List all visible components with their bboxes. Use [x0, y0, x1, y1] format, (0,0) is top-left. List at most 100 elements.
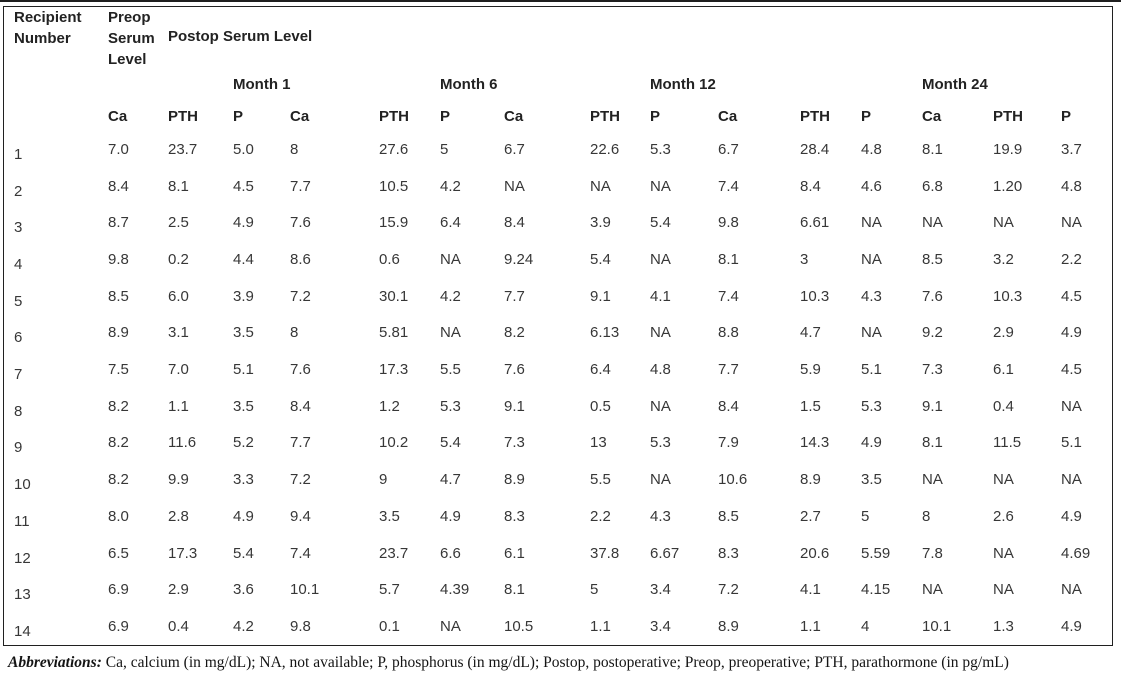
- cell-value: 6.6: [440, 544, 461, 562]
- recipient-number: 2: [14, 182, 23, 200]
- cell-value: 7.6: [290, 214, 311, 232]
- cell-value: 19.9: [993, 140, 1023, 158]
- table-row: 12 6.5 17.3 5.4 7.4 23.7 6.6 6.1 37.8 6.67 8.3 20.6…: [4, 535, 1115, 572]
- cell-value: 37.8: [590, 544, 620, 562]
- cell-value: 7.2: [290, 471, 311, 489]
- cell-value: 8.2: [108, 434, 129, 452]
- serum-levels-table: Recipient Number Preop Serum Level Posto…: [4, 7, 1115, 645]
- cell-value: 5: [861, 507, 870, 525]
- cell-value: 5: [440, 140, 449, 158]
- cell-value: 6.7: [504, 140, 525, 158]
- cell-value: 1.3: [993, 618, 1014, 636]
- recipient-number-header: Recipient Number: [14, 9, 82, 47]
- cell-value: 5.3: [440, 397, 461, 415]
- cell-value: 8.3: [504, 507, 525, 525]
- cell-value: 5.0: [233, 140, 254, 158]
- cell-value: 9.8: [290, 618, 311, 636]
- cell-value: 6.5: [108, 544, 129, 562]
- cell-value: 7.8: [922, 544, 943, 562]
- cell-value: 4.5: [1061, 287, 1082, 305]
- recipient-number: 14: [14, 623, 31, 641]
- top-rule: [0, 0, 1121, 2]
- cell-value: 8.0: [108, 507, 129, 525]
- cell-value: 2.2: [590, 507, 611, 525]
- cell-value: 4.9: [233, 507, 254, 525]
- table-row: 8 8.2 1.1 3.5 8.4 1.2 5.3 9.1 0.5 NA 8.4 1.5 5.3 9.1 0…: [4, 388, 1115, 425]
- cell-value: 8.5: [108, 287, 129, 305]
- ca-column-header: Ca: [504, 107, 524, 125]
- cell-value: 6.8: [922, 177, 943, 195]
- cell-value: 7.6: [290, 361, 311, 379]
- cell-value: 22.6: [590, 140, 620, 158]
- cell-value: 0.6: [379, 250, 400, 268]
- cell-recipient-number: 8: [4, 388, 98, 425]
- cell-value: 9.1: [504, 397, 525, 415]
- cell-value: 0.5: [590, 397, 611, 415]
- cell-value: 6.1: [504, 544, 525, 562]
- recipient-number: 9: [14, 439, 23, 457]
- pth-column-header: PTH: [993, 107, 1023, 125]
- cell-value: 9.4: [290, 507, 311, 525]
- cell-value: 8.4: [718, 397, 739, 415]
- cell-recipient-number: 3: [4, 204, 98, 241]
- cell-value: NA: [993, 544, 1014, 562]
- cell-recipient-number: 12: [4, 535, 98, 572]
- cell-value: 8: [290, 324, 299, 342]
- cell-value: NA: [650, 177, 671, 195]
- cell-value: 6.4: [440, 214, 461, 232]
- cell-value: 3.5: [233, 397, 254, 415]
- cell-value: 4.3: [861, 287, 882, 305]
- table-row: 10 8.2 9.9 3.3 7.2 9 4.7 8.9 5.5 NA 10.6 8.9 3.5 NA NA…: [4, 461, 1115, 498]
- cell-recipient-number: 2: [4, 168, 98, 205]
- cell-value: 8.1: [504, 581, 525, 599]
- cell-value: 2.5: [168, 214, 189, 232]
- cell-value: 8.2: [108, 397, 129, 415]
- cell-recipient-number: 10: [4, 461, 98, 498]
- header-row-top: Recipient Number Preop Serum Level Posto…: [4, 7, 1115, 68]
- cell-value: 4.7: [800, 324, 821, 342]
- table-row: 7 7.5 7.0 5.1 7.6 17.3 5.5 7.6 6.4 4.8 7.7 5.9 5.1 7.…: [4, 351, 1115, 388]
- recipient-number: 4: [14, 255, 23, 273]
- ca-column-header: Ca: [922, 107, 942, 125]
- cell-value: 11.6: [168, 434, 197, 452]
- abbreviations-text: Ca, calcium (in mg/dL); NA, not availabl…: [101, 654, 1009, 671]
- cell-value: 6.67: [650, 544, 680, 562]
- cell-value: NA: [440, 250, 461, 268]
- table-row: 13 6.9 2.9 3.6 10.1 5.7 4.39 8.1 5 3.4 7.2 4.1 4.15 N…: [4, 571, 1115, 608]
- cell-value: NA: [861, 214, 882, 232]
- cell-value: 6.0: [168, 287, 189, 305]
- cell-value: 3.4: [650, 618, 671, 636]
- cell-value: 5.4: [233, 544, 254, 562]
- cell-value: 7.6: [504, 361, 525, 379]
- cell-value: 2.9: [993, 324, 1014, 342]
- cell-value: NA: [504, 177, 525, 195]
- cell-value: 8.9: [108, 324, 129, 342]
- cell-value: NA: [922, 214, 943, 232]
- cell-value: 6.13: [590, 324, 620, 342]
- cell-value: 28.4: [800, 140, 830, 158]
- cell-value: 9.8: [108, 250, 129, 268]
- cell-value: 2.7: [800, 507, 821, 525]
- p-column-header: P: [440, 107, 451, 125]
- table-row: 9 8.2 11.6 5.2 7.7 10.2 5.4 7.3 13 5.3 7.9 14.3 4.9 8…: [4, 425, 1115, 462]
- cell-value: NA: [922, 581, 943, 599]
- cell-value: 3.6: [233, 581, 254, 599]
- cell-value: 4.9: [1061, 507, 1082, 525]
- cell-value: 4.8: [650, 361, 671, 379]
- cell-value: 10.3: [800, 287, 830, 305]
- cell-value: NA: [861, 250, 882, 268]
- cell-value: 9: [379, 471, 388, 489]
- cell-value: NA: [650, 324, 671, 342]
- header-row-months: Month 1 Month 6 Month 12 Month 24: [4, 65, 1115, 101]
- cell-recipient-number: 5: [4, 278, 98, 315]
- cell-value: 7.2: [718, 581, 739, 599]
- cell-value: 23.7: [168, 140, 198, 158]
- cell-value: 0.2: [168, 250, 189, 268]
- cell-value: 6.9: [108, 581, 129, 599]
- cell-value: 10.3: [993, 287, 1023, 305]
- table-body: 1 7.0 23.7 5.0 8 27.6 5 6.7 22.6 5.3 6.7 28.4 4.8 8.1…: [4, 131, 1115, 645]
- cell-value: 9.1: [590, 287, 611, 305]
- cell-value: 6.61: [800, 214, 830, 232]
- cell-value: 4.2: [233, 618, 254, 636]
